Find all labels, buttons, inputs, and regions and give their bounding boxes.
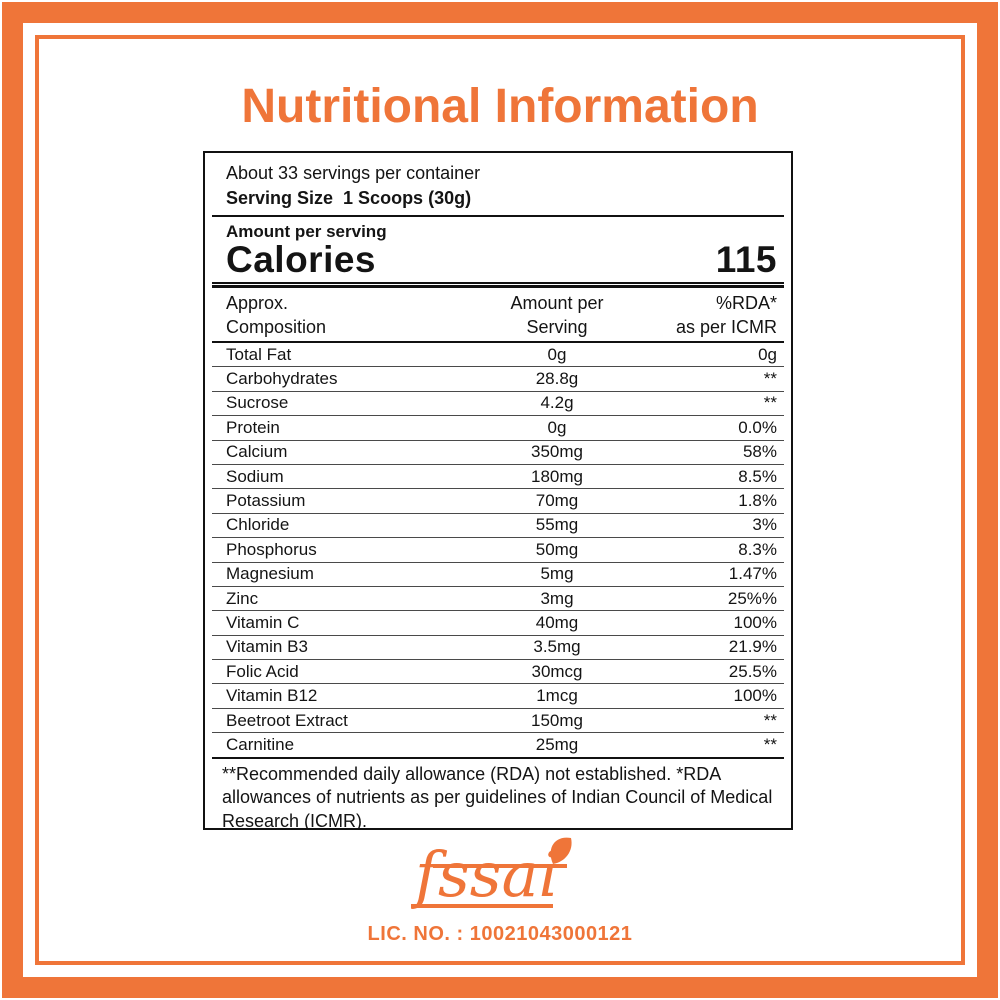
table-row: Total Fat 0g 0g	[212, 343, 784, 368]
divider	[212, 341, 784, 343]
servings-per-container: About 33 servings per container	[226, 163, 481, 183]
column-headers: Approx. Composition Amount per Serving %…	[212, 288, 784, 341]
fssai-bottom-line	[411, 904, 553, 908]
table-row: Carnitine 25mg **	[226, 734, 777, 754]
nutrition-facts-panel: About 33 servings per container Serving …	[203, 151, 793, 830]
table-row: Folic Acid 30mcg 25.5%	[212, 660, 784, 685]
column-header-amount: Amount per Serving	[510, 293, 604, 337]
table-row: Vitamin B12 1mcg 100%	[212, 684, 784, 709]
column-header-rda: %RDA* as per ICMR	[675, 293, 777, 337]
footnote-rda-not-established: **Recommended daily allowance (RDA) not …	[222, 763, 672, 784]
license-number: LIC. NO. : 10021043000121	[367, 923, 633, 945]
thick-divider	[212, 282, 784, 288]
calories-value: 115	[715, 239, 777, 280]
table-row: Potassium 70mg 1.8%	[212, 489, 784, 514]
table-row: Sucrose 4.2g **	[212, 392, 784, 417]
table-row: Carbohydrates 28.8g **	[212, 367, 784, 392]
table-row: Vitamin B3 3.5mg 21.9%	[212, 636, 784, 661]
serving-size: Serving Size 1 Scoops (30g)	[226, 188, 472, 208]
calories-label: Calories	[226, 239, 377, 280]
amount-per-serving-label: Amount per serving	[226, 222, 387, 241]
fssai-logo: fssai	[407, 834, 593, 929]
table-row: Protein 0g 0.0%	[212, 416, 784, 441]
calories-row: Calories 115	[212, 239, 784, 280]
table-row: Zinc 3mg 25%%	[212, 587, 784, 612]
footnotes: **Recommended daily allowance (RDA) not …	[212, 756, 784, 830]
table-row: Magnesium 5mg 1.47%	[212, 563, 784, 587]
table-row: Calcium 350mg 58%	[212, 441, 784, 465]
table-row: Sodium 180mg 8.5%	[212, 465, 784, 490]
table-row: Vitamin C 40mg 100%	[212, 611, 784, 636]
fssai-logo-text: fssai	[411, 838, 558, 911]
table-row: Phosphorus 50mg 8.3%	[212, 538, 784, 563]
divider	[212, 215, 784, 217]
footnote-icmr: *RDA allowances of nutrients as per guid…	[222, 763, 773, 830]
serving-info-block: About 33 servings per container Serving …	[212, 159, 784, 213]
table-row: Chloride 55mg 3%	[212, 514, 784, 539]
page-title: Nutritional Information	[241, 80, 759, 133]
nutrient-rows: Total Fat 0g 0g Carbohydrates 28.8g ** Sucro…	[212, 343, 784, 757]
table-row: Beetroot Extract 150mg **	[212, 709, 784, 734]
leaf-icon	[550, 837, 572, 864]
fssai-top-line	[433, 864, 567, 868]
column-header-composition: Approx. Composition	[226, 293, 327, 337]
